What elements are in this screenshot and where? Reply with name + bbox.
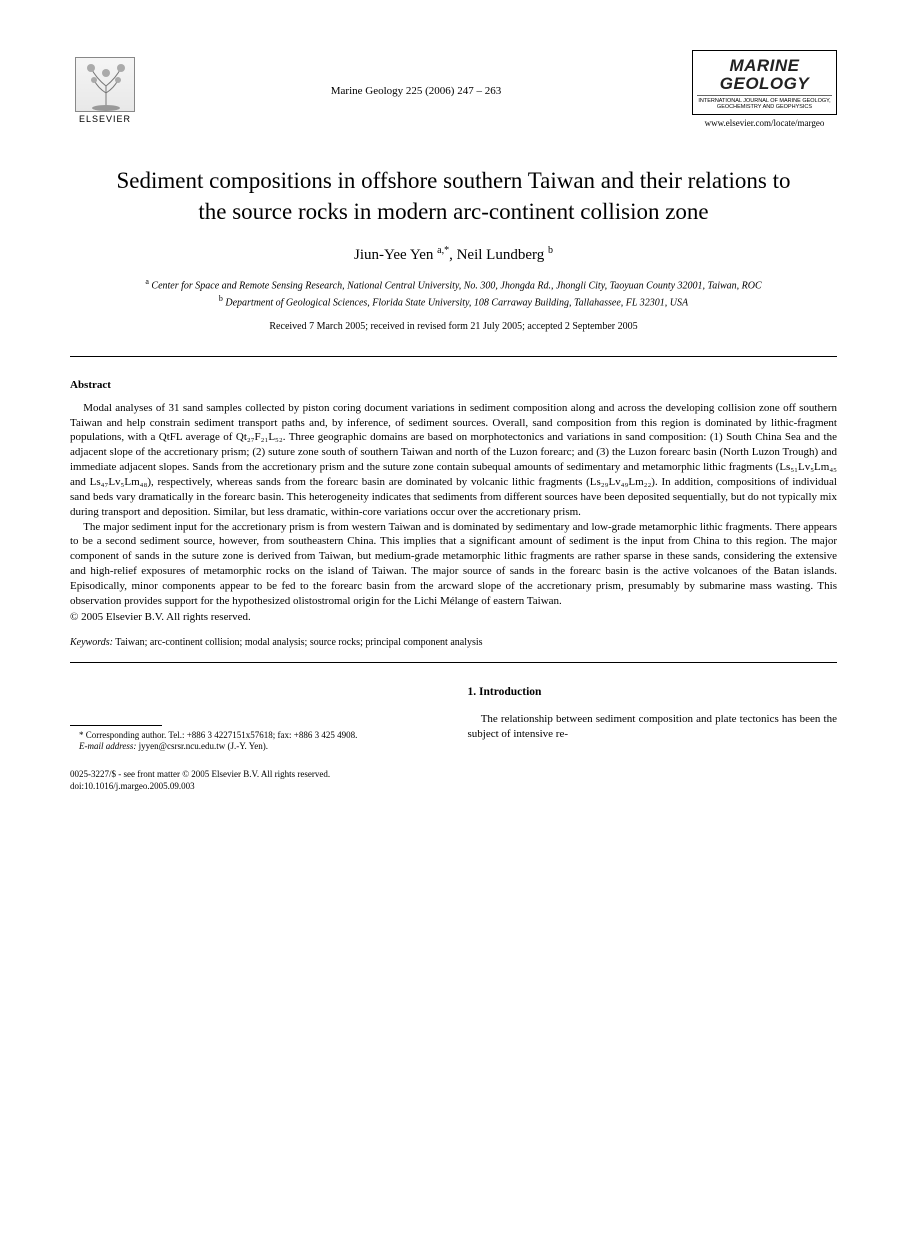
rule-bottom <box>70 662 837 663</box>
abstract-heading: Abstract <box>70 379 837 391</box>
footnote-rule <box>70 725 162 726</box>
author-2: , Neil Lundberg <box>449 247 548 263</box>
footnote-corresponding: * Corresponding author. Tel.: +886 3 422… <box>70 730 440 742</box>
two-column-body: * Corresponding author. Tel.: +886 3 422… <box>70 685 837 753</box>
abstract-copyright: © 2005 Elsevier B.V. All rights reserved… <box>70 611 837 623</box>
affil-a-text: Center for Space and Remote Sensing Rese… <box>149 280 762 291</box>
journal-logo-box: MARINE GEOLOGY INTERNATIONAL JOURNAL OF … <box>692 50 837 128</box>
author-2-affil: b <box>548 245 553 256</box>
author-1: Jiun-Yee Yen <box>354 247 437 263</box>
footnote-email-value: jyyen@csrsr.ncu.edu.tw (J.-Y. Yen). <box>136 741 268 751</box>
journal-logo-line2: GEOLOGY <box>697 75 832 93</box>
intro-paragraph: The relationship between sediment compos… <box>468 712 838 742</box>
left-column: * Corresponding author. Tel.: +886 3 422… <box>70 685 440 753</box>
abstract-body: Modal analyses of 31 sand samples collec… <box>70 401 837 609</box>
footnote-email-label: E-mail address: <box>79 741 136 751</box>
footer-line2: doi:10.1016/j.margeo.2005.09.003 <box>70 781 837 793</box>
affil-b-text: Department of Geological Sciences, Flori… <box>223 298 688 309</box>
abstract-p1: Modal analyses of 31 sand samples collec… <box>70 401 837 520</box>
journal-logo-subtitle: INTERNATIONAL JOURNAL OF MARINE GEOLOGY,… <box>697 95 832 110</box>
journal-logo-line1: MARINE <box>697 57 832 75</box>
footnote-email: E-mail address: jyyen@csrsr.ncu.edu.tw (… <box>70 741 440 753</box>
publisher-logo: ELSEVIER <box>70 50 140 130</box>
journal-reference: Marine Geology 225 (2006) 247 – 263 <box>140 85 692 97</box>
footnotes: * Corresponding author. Tel.: +886 3 422… <box>70 730 440 753</box>
header-row: ELSEVIER Marine Geology 225 (2006) 247 –… <box>70 50 837 130</box>
affiliation-b: b Department of Geological Sciences, Flo… <box>70 293 837 310</box>
keywords-text: Taiwan; arc-continent collision; modal a… <box>113 637 483 648</box>
footer-line1: 0025-3227/$ - see front matter © 2005 El… <box>70 769 837 781</box>
keywords: Keywords: Taiwan; arc-continent collisio… <box>70 637 837 648</box>
article-title: Sediment compositions in offshore southe… <box>110 165 797 227</box>
journal-url: www.elsevier.com/locate/margeo <box>692 118 837 128</box>
journal-logo: MARINE GEOLOGY INTERNATIONAL JOURNAL OF … <box>692 50 837 115</box>
keywords-label: Keywords: <box>70 637 113 648</box>
section-1-heading: 1. Introduction <box>468 685 838 701</box>
right-column: 1. Introduction The relationship between… <box>468 685 838 753</box>
rule-top <box>70 356 837 357</box>
affiliations: a Center for Space and Remote Sensing Re… <box>70 276 837 311</box>
abstract-p2: The major sediment input for the accreti… <box>70 520 837 609</box>
elsevier-tree-icon <box>75 57 135 112</box>
authors-line: Jiun-Yee Yen a,*, Neil Lundberg b <box>70 245 837 264</box>
publisher-name: ELSEVIER <box>79 114 131 124</box>
page-footer: 0025-3227/$ - see front matter © 2005 El… <box>70 769 837 792</box>
article-dates: Received 7 March 2005; received in revis… <box>70 321 837 332</box>
affiliation-a: a Center for Space and Remote Sensing Re… <box>70 276 837 293</box>
